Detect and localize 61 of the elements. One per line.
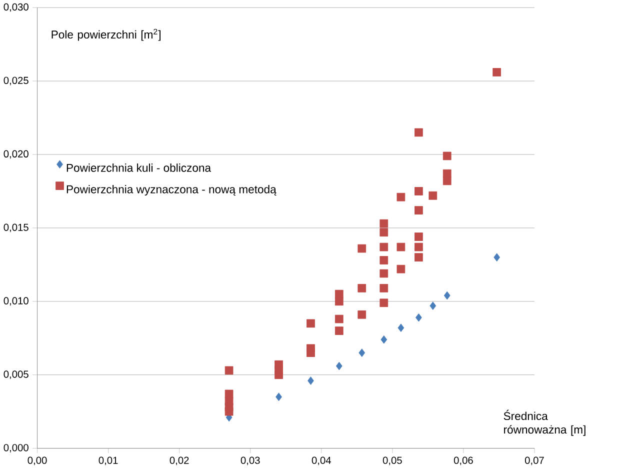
y-tick-label: 0,030 [4,4,28,12]
x-tick-label: 0,05 [382,456,402,466]
y-tick-label: 0,025 [4,77,28,86]
point [308,376,314,386]
y-tick-label: 0,010 [4,297,28,306]
point [414,243,423,252]
point [430,302,436,310]
point [380,243,388,252]
point [276,392,282,402]
y-tick-label: 0,005 [4,370,28,380]
point [380,256,388,265]
point [358,348,366,358]
point [306,319,315,328]
point [416,314,422,322]
point [334,315,344,324]
legend-label: Powierzchnia wyznaczona - nową metodą [66,185,276,196]
point [380,284,388,293]
point [396,243,406,252]
point [380,220,388,228]
point [414,128,423,137]
x-tick-label: 0,00 [28,456,47,466]
point [380,228,388,237]
x-tick-label: 0,07 [524,456,544,466]
point [224,408,234,416]
x-axis-title: Średnica równoważna [m] [504,410,586,436]
point [414,253,423,262]
point [442,176,452,186]
point [358,310,366,320]
legend-label: Powierzchnia kuli - obliczona [66,164,212,172]
y-tick-label: 0,015 [4,224,28,232]
point [494,253,500,262]
y-tick-label: 0,000 [4,444,28,453]
point [274,370,283,380]
point [336,362,342,370]
point [224,366,234,375]
point [442,152,452,160]
point [428,192,438,200]
y-axis-title: Pole powierzchni [m$^{2}$] [52,29,161,42]
point [414,187,423,196]
point [224,390,234,398]
x-tick-label: 0,02 [170,456,189,466]
point [492,68,502,77]
point [414,206,423,215]
x-tick-label: 0,03 [240,456,260,466]
point [334,326,344,336]
point [358,284,366,293]
point [380,336,388,344]
y-tick-label: 0,020 [4,150,28,159]
point [334,297,344,306]
point [358,244,366,253]
point [380,298,388,308]
point [444,292,450,300]
x-tick-label: 0,04 [312,456,331,466]
x-tick-label: 0,06 [454,456,473,466]
point [396,265,406,274]
point [380,270,388,278]
point [306,348,315,358]
point [398,324,404,332]
x-tick-label: 0,01 [98,456,118,466]
point [414,232,423,242]
point [396,193,406,202]
